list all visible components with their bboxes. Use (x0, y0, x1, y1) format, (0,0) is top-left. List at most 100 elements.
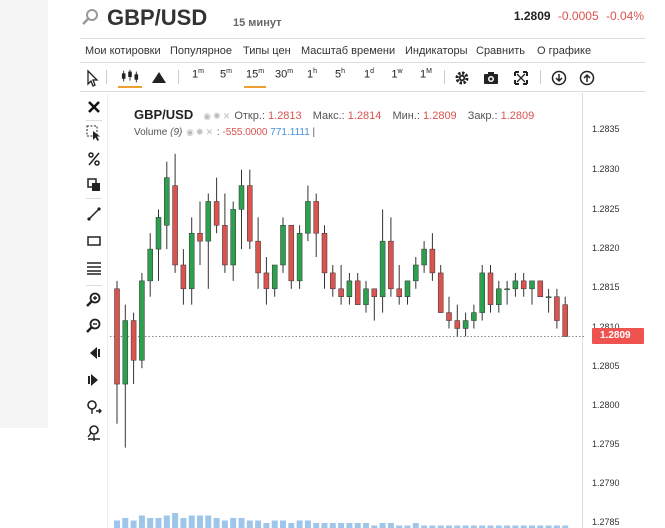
timeframe-30m[interactable]: 30m (274, 68, 294, 81)
close-icon[interactable] (85, 98, 103, 116)
candle (305, 185, 311, 242)
candle-body (147, 248, 153, 282)
download-icon[interactable] (550, 68, 568, 88)
timeframe-5m[interactable]: 5m (220, 68, 232, 81)
menu-time-scale[interactable]: Масштаб времени (301, 45, 396, 57)
volume-period: (9) (170, 127, 183, 138)
percent-measure-icon[interactable] (85, 150, 103, 168)
search-icon[interactable] (80, 6, 102, 28)
menu-popular[interactable]: Популярное (170, 45, 233, 57)
candle (471, 304, 477, 329)
candle-body (155, 217, 162, 250)
timeframe-5h[interactable]: 5h (334, 68, 346, 81)
legend-open-value: 1.2813 (268, 110, 302, 122)
candle-body (139, 280, 145, 361)
candle-body (197, 232, 203, 242)
y-tick: 1.2790 (592, 478, 620, 488)
volume-value-negative: -555.0000 (222, 127, 268, 138)
candle (139, 272, 145, 369)
candle (371, 288, 378, 321)
timeframe-1m[interactable]: 1m (192, 68, 204, 81)
timeframe-1d[interactable]: 1d (363, 68, 375, 81)
trend-line-icon[interactable] (85, 205, 103, 223)
scroll-right-icon[interactable] (85, 371, 103, 389)
sidebar-separator (86, 285, 102, 286)
rectangle-icon[interactable] (85, 232, 103, 250)
volume-bar (404, 525, 411, 528)
timeframe-1w[interactable]: 1w (391, 68, 403, 81)
scroll-left-icon[interactable] (85, 344, 103, 362)
volume-bar (255, 520, 262, 528)
volume-bar (562, 525, 569, 528)
candle-body (330, 272, 336, 290)
gear-icon[interactable]: ✺ (196, 127, 204, 137)
zoom-fit-icon[interactable] (85, 424, 103, 442)
copy-icon[interactable] (85, 176, 103, 194)
zoom-reset-icon[interactable] (85, 398, 103, 416)
close-icon[interactable]: ✕ (205, 127, 214, 137)
candle (197, 201, 203, 265)
price-axis[interactable]: 1.2835 1.2830 1.2825 1.2820 1.2815 1.281… (584, 93, 665, 528)
upload-icon[interactable] (578, 68, 596, 88)
cursor-icon[interactable] (84, 68, 100, 88)
eye-icon[interactable]: ◉ (203, 111, 212, 121)
timeframe-1M[interactable]: 1M (420, 68, 432, 81)
candle-body (238, 185, 245, 210)
menu-my-quotes[interactable]: Мои котировки (85, 45, 161, 57)
eye-icon[interactable]: ◉ (186, 127, 195, 137)
candle-body (396, 288, 402, 297)
candle-body (421, 248, 427, 266)
candle-body (496, 288, 502, 305)
candle (454, 304, 461, 337)
candle-body (180, 264, 187, 290)
gear-icon[interactable]: ✺ (213, 111, 221, 121)
close-icon[interactable]: ✕ (222, 111, 231, 121)
candle-body (263, 272, 270, 290)
candle (404, 280, 411, 305)
horizontal-lines-icon[interactable] (85, 259, 103, 277)
menu-price-types[interactable]: Типы цен (243, 45, 291, 57)
candle-body (437, 272, 444, 313)
candle-body (188, 232, 195, 290)
select-cursor-icon[interactable] (85, 124, 103, 142)
volume-bar (246, 520, 253, 528)
ohlc-legend: GBP/USD ◉ ✺ ✕ Откр.: 1.2813 Макс.: 1.2814 … (134, 107, 542, 122)
candle (545, 288, 552, 313)
menu-compare[interactable]: Сравнить (476, 45, 526, 57)
camera-icon[interactable] (482, 68, 500, 88)
chart-plot-area[interactable] (108, 93, 583, 528)
menu-about-chart[interactable]: О графике (537, 45, 592, 57)
candle-body (413, 264, 419, 282)
zoom-out-icon[interactable] (85, 317, 103, 335)
candle-body (346, 280, 353, 297)
y-tick: 1.2795 (592, 439, 620, 449)
timeframe-15m[interactable]: 15m (244, 68, 266, 88)
volume-bar (296, 520, 303, 528)
y-tick: 1.2810 (592, 322, 620, 332)
gear-icon[interactable] (453, 68, 471, 88)
volume-bar (429, 525, 436, 528)
candle-body (379, 240, 386, 297)
candle (396, 264, 402, 305)
candle (388, 217, 394, 297)
volume-legend: Volume (9) ◉ ✺ ✕ : -555.0000 771.1111 | (134, 127, 316, 138)
legend-low-value: 1.2809 (423, 110, 457, 122)
volume-bar (371, 525, 378, 528)
candle (130, 312, 137, 385)
fullscreen-icon[interactable] (512, 68, 530, 88)
candle (504, 280, 510, 305)
zoom-in-icon[interactable] (85, 291, 103, 309)
candle-body (313, 201, 319, 234)
candle (280, 217, 286, 273)
legend-close-label: Закр.: (467, 110, 498, 122)
candle-body (305, 201, 311, 234)
volume-bar (529, 525, 535, 528)
candlestick-chart-icon[interactable] (118, 68, 142, 88)
timeframe-1h[interactable]: 1h (306, 68, 318, 81)
area-chart-icon[interactable] (150, 68, 168, 88)
candle-body (130, 320, 137, 361)
volume-divider: | (312, 127, 316, 138)
volume-bar (354, 523, 361, 528)
volume-bar (288, 523, 295, 528)
menu-indicators[interactable]: Индикаторы (405, 45, 468, 57)
